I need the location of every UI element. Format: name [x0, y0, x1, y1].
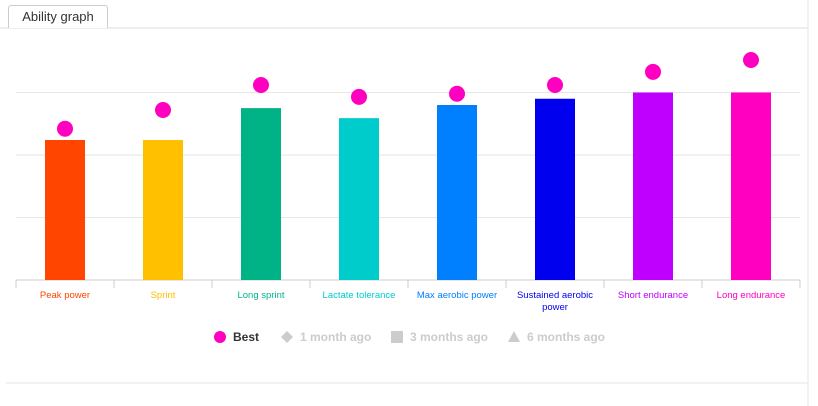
best-dot: [57, 120, 73, 137]
bar: [241, 108, 281, 280]
bar: [731, 92, 771, 280]
legend-label: Best: [233, 330, 259, 344]
best-dot: [253, 77, 269, 93]
best-dot: [351, 88, 367, 105]
bar: [633, 92, 673, 280]
bar: [339, 118, 379, 280]
legend-marker: [281, 331, 293, 343]
bar: [437, 105, 477, 280]
x-tick-label: Peak power: [39, 290, 91, 301]
legend-marker: [214, 331, 226, 343]
bar: [143, 140, 183, 280]
best-dot: [155, 102, 171, 118]
x-tick-label: Lactate tolerance: [322, 290, 396, 301]
legend-marker: [508, 331, 520, 342]
x-tick-label: Sprint: [150, 290, 176, 301]
legend-label[interactable]: 3 months ago: [410, 330, 488, 344]
bar: [45, 140, 85, 280]
best-dot: [645, 63, 661, 80]
x-tick-label: Short endurance: [617, 290, 689, 301]
legend-label[interactable]: 1 month ago: [300, 330, 371, 344]
legend-marker: [391, 331, 403, 343]
tab[interactable]: Ability graph: [8, 5, 108, 28]
bar: [535, 98, 575, 280]
x-tick-label: Max aerobic power: [416, 290, 498, 301]
best-dot: [743, 52, 759, 68]
best-dot: [547, 77, 563, 93]
legend-label[interactable]: 6 months ago: [527, 330, 605, 344]
x-tick-label: Sustained aerobic power: [516, 290, 594, 313]
x-tick-label: Long endurance: [716, 290, 786, 301]
x-tick-label: Long sprint: [237, 290, 285, 301]
best-dot: [449, 85, 465, 102]
